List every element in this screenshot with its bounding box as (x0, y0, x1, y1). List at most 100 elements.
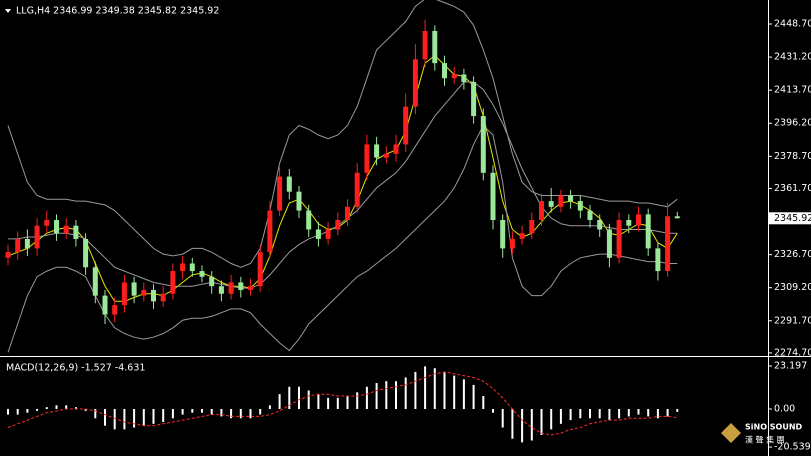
candle-body (655, 248, 661, 272)
indicator-line (7, 124, 678, 353)
candle-body (141, 289, 147, 296)
candle-body (180, 263, 186, 272)
macd-bar (395, 381, 397, 410)
macd-bar (65, 405, 68, 410)
macd-bar (336, 397, 339, 410)
candle-body (315, 229, 321, 239)
candle-body (112, 305, 118, 315)
y-tick-label: 2326.70 (774, 249, 811, 260)
candle-body (24, 238, 30, 249)
candle-body (131, 282, 137, 296)
candle-body (354, 172, 360, 207)
last-price-box (769, 212, 811, 225)
y-tick-label: 0.00 (774, 404, 795, 415)
macd-bar (288, 386, 291, 410)
macd-bar (589, 409, 591, 419)
macd-bar (94, 409, 97, 419)
candle-body (277, 176, 283, 211)
macd-bar (181, 409, 184, 415)
candle-body (54, 220, 59, 234)
candle-body (257, 252, 263, 287)
macd-bar (74, 407, 77, 410)
candle-body (121, 282, 127, 306)
macd-bar (239, 409, 242, 419)
candle-body (519, 233, 525, 239)
candle-body (490, 172, 496, 221)
candle-body (44, 220, 50, 226)
candle-body (674, 216, 680, 219)
logo-name: SiNO SOUND (745, 423, 803, 432)
candle-body (286, 176, 292, 192)
macd-bar (133, 409, 136, 428)
macd-bar (162, 409, 165, 422)
macd-bar (608, 409, 611, 421)
macd-bar (472, 384, 475, 410)
candle-body (345, 206, 350, 221)
candle-body (5, 252, 11, 258)
macd-bar (443, 371, 446, 410)
macd-bar (627, 409, 630, 417)
macd-bar (16, 409, 19, 415)
macd-bar (113, 409, 116, 430)
y-tick-label: 2396.20 (774, 118, 811, 129)
candle-body (335, 220, 341, 230)
candle-body (209, 276, 215, 287)
macd-bar (26, 409, 29, 413)
macd-bar (365, 386, 368, 410)
price-axis: 2448.70 2431.20 2413.70 2396.20 2378.70 2361.… (768, 19, 811, 453)
candle-body (383, 153, 389, 158)
macd-bar (666, 409, 669, 417)
candle-body (403, 106, 409, 145)
y-tick-label: 23.197 (774, 360, 807, 371)
logo: SiNO SOUND 漢 聲 集 團 (721, 423, 803, 445)
macd-bar (559, 409, 562, 424)
candle-body (636, 214, 641, 226)
indicator-line (7, 0, 678, 268)
candle-body (199, 271, 205, 277)
macd-bar (104, 409, 106, 426)
macd-bar (618, 409, 621, 419)
logo-chinese: 漢 聲 集 團 (745, 435, 785, 445)
macd-bar (462, 379, 465, 410)
macd-bar (230, 409, 233, 419)
candle-body (374, 144, 380, 158)
macd-bar (142, 409, 145, 426)
macd-bar (201, 409, 203, 413)
macd-bar (492, 409, 494, 413)
macd-bar (676, 409, 679, 412)
candle-body (102, 295, 108, 315)
candle-body (83, 238, 89, 268)
macd-bar (482, 396, 485, 410)
macd-bar (637, 409, 640, 415)
candle-body (228, 282, 234, 294)
macd-bar (278, 394, 281, 410)
macd-bar (453, 375, 456, 410)
y-tick-label: 2274.70 (774, 347, 811, 358)
macd-bar (123, 409, 126, 430)
candle-body (73, 225, 79, 239)
y-tick-label: 2431.20 (774, 52, 811, 63)
macd-bar (424, 366, 427, 410)
macd-bar (7, 409, 9, 415)
candle-body (451, 74, 457, 79)
macd-bar (191, 409, 194, 413)
macd-bar (579, 409, 582, 419)
candle-body (325, 229, 331, 239)
candle-body (461, 74, 467, 83)
candle-body (151, 289, 156, 302)
candle-body (92, 267, 98, 296)
candle-body (568, 195, 574, 202)
candle-body (267, 210, 273, 253)
candle-body (170, 271, 176, 294)
macd-bar (656, 409, 659, 419)
y-tick-label: 2378.70 (774, 151, 811, 162)
candle-body (616, 220, 622, 258)
macd-bar (346, 396, 349, 410)
y-tick-label: 2413.70 (774, 85, 811, 96)
macd-bar (511, 409, 514, 439)
candle-body (480, 116, 486, 173)
candle-body (500, 220, 506, 249)
macd-bar (598, 409, 601, 419)
candle-body (364, 144, 370, 173)
menu-triangle (5, 9, 11, 13)
